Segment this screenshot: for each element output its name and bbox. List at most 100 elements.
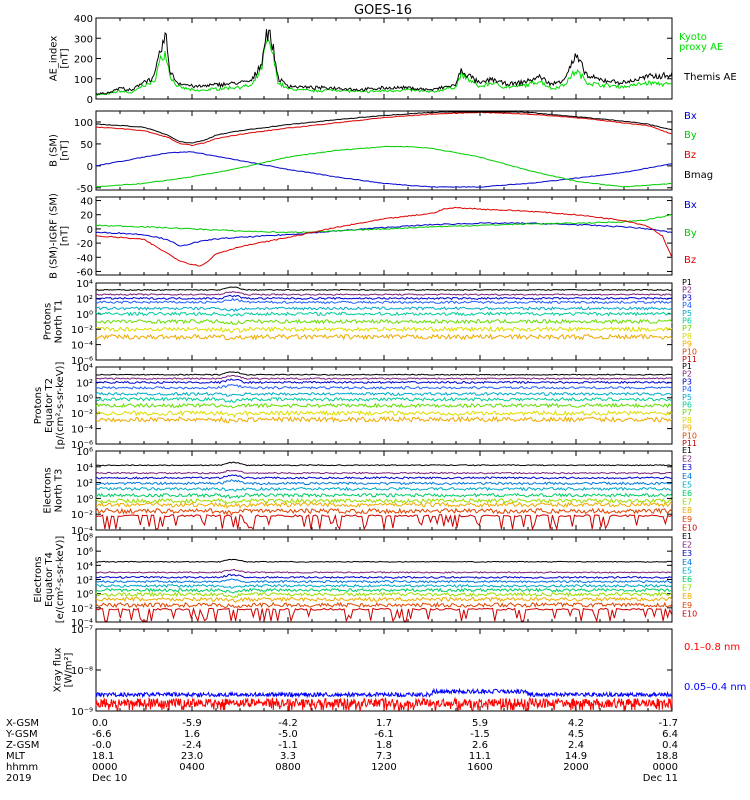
legend-protons-t1-p9: P9 xyxy=(682,340,692,349)
y-axis-label: Equator T4 xyxy=(44,552,55,607)
xray-series-long xyxy=(95,696,673,712)
legend-electrons-t3-e5: E5 xyxy=(682,480,692,489)
row-value-mlt: 14.9 xyxy=(565,751,587,762)
protons-t1-series-p5 xyxy=(95,306,673,313)
y-tick-label: -20 xyxy=(77,239,93,250)
electrons-t4-series-e8 xyxy=(95,596,673,603)
legend-electrons-t3-e1: E1 xyxy=(682,446,692,455)
row-value-mlt: 18.1 xyxy=(92,751,114,762)
bsm-igrf-panel-frame xyxy=(95,196,673,276)
y-tick-label: 10⁰ xyxy=(76,394,93,405)
row-label-mlt: MLT xyxy=(6,751,26,762)
legend-protons-t1-p3: P3 xyxy=(682,293,692,302)
y-tick-label: 10⁶ xyxy=(76,447,93,458)
y-axis-label: Electrons xyxy=(43,467,54,513)
legend-bsm-bx: Bx xyxy=(684,111,697,122)
row-value-z-gsm: 1.8 xyxy=(376,740,392,751)
electrons-t3-series-e10 xyxy=(95,513,673,531)
row-value-hhmm: 0800 xyxy=(275,762,300,773)
bsm-igrf-series-bx xyxy=(95,222,673,247)
y-tick-label: 10⁴ xyxy=(76,279,93,290)
y-axis-label: Protons xyxy=(33,387,44,424)
y-axis-label: [W/m²] xyxy=(64,652,75,687)
legend-bsm-by: By xyxy=(684,130,697,141)
legend-electrons-t4-e1: E1 xyxy=(682,532,692,541)
legend-electrons-t3-e6: E6 xyxy=(682,489,692,498)
y-axis-label: North T1 xyxy=(54,300,65,344)
y-tick-label: 10⁸ xyxy=(76,533,93,544)
date-end-label: Dec 11 xyxy=(643,773,678,784)
legend-electrons-t4-e3: E3 xyxy=(682,549,692,558)
y-tick-label: 10⁰ xyxy=(76,590,93,601)
y-tick-label: 100 xyxy=(74,118,93,129)
protons-t1-series-p2 xyxy=(95,290,673,296)
y-tick-label: 10⁻⁴ xyxy=(71,341,93,352)
row-value-mlt: 7.3 xyxy=(376,751,392,762)
y-axis-label: Xray flux xyxy=(53,648,64,693)
legend-protons-t2-p10: P10 xyxy=(682,431,697,440)
legend-electrons-t3-e7: E7 xyxy=(682,498,692,507)
y-tick-label: -40 xyxy=(77,253,93,264)
protons-t2-series-p1 xyxy=(96,371,672,376)
y-tick-label: 100 xyxy=(74,75,93,86)
legend-protons-t1-p4: P4 xyxy=(682,301,692,310)
y-tick-label: 10⁴ xyxy=(76,363,93,374)
row-value-x-gsm: 1.7 xyxy=(376,718,392,729)
row-value-mlt: 11.1 xyxy=(469,751,491,762)
electrons-t3-series-e6 xyxy=(95,492,673,500)
legend-bsm-igrf-bx: Bx xyxy=(684,200,697,211)
legend-electrons-t3-e10: E10 xyxy=(682,523,697,532)
row-value-z-gsm: -1.1 xyxy=(278,740,298,751)
legend-protons-t2-p4: P4 xyxy=(682,385,692,394)
electrons-t3-series-e4 xyxy=(95,479,673,486)
y-tick-label: 10⁴ xyxy=(76,561,93,572)
legend-electrons-t3-e4: E4 xyxy=(682,472,692,481)
legend-protons-t2-p8: P8 xyxy=(682,416,692,425)
y-tick-label: 300 xyxy=(74,34,93,45)
y-axis-label: B (SM) xyxy=(49,134,60,167)
legend-electrons-t4-e8: E8 xyxy=(682,592,692,601)
y-tick-label: 20 xyxy=(80,211,93,222)
y-axis-label: North T3 xyxy=(54,469,65,513)
row-value-x-gsm: -4.2 xyxy=(278,718,298,729)
electrons-t3-series-e1 xyxy=(95,461,672,467)
y-axis-label: [nT] xyxy=(60,226,71,246)
bsm-igrf-ylabel: B (SM)-IGRF (SM) [nT] xyxy=(49,193,71,279)
legend-protons-t1-p2: P2 xyxy=(682,286,692,295)
chart-title: GOES-16 xyxy=(354,3,412,18)
y-tick-label: 10⁰ xyxy=(76,494,93,505)
row-value-z-gsm: 2.6 xyxy=(472,740,488,751)
y-axis-label: Electrons xyxy=(33,556,44,602)
y-axis-label: [p/(cm²-s-sr-keV)] xyxy=(55,362,66,450)
electrons-t4-ylabel: Electrons Equator T4 [e/(cm²-s-sr-keV)] xyxy=(33,536,66,624)
protons-t1-series-p3 xyxy=(95,294,673,301)
y-tick-label: 10⁰ xyxy=(76,310,93,321)
y-tick-label: -60 xyxy=(77,267,93,278)
bsm-ylabel: B (SM) [nT] xyxy=(49,134,71,167)
legend-protons-t2-p11: P11 xyxy=(682,439,697,448)
y-tick-label: 10⁻⁶ xyxy=(71,440,93,451)
y-tick-label: 0 xyxy=(87,162,93,173)
legend-electrons-t3-e9: E9 xyxy=(682,515,692,524)
electrons-t4-series-e4 xyxy=(95,578,673,584)
legend-kyoto-proxy-ae-2: proxy AE xyxy=(679,42,723,53)
legend-protons-t2-p1: P1 xyxy=(682,362,692,371)
row-value-y-gsm: -5.0 xyxy=(278,729,298,740)
protons-t2-series-p9 xyxy=(95,415,673,424)
y-tick-label: 10⁶ xyxy=(76,547,93,558)
row-value-hhmm: 0000 xyxy=(92,762,117,773)
row-value-y-gsm: 1.6 xyxy=(184,729,200,740)
y-axis-label: [nT] xyxy=(60,140,71,160)
protons-t1-series-p9 xyxy=(95,333,673,341)
legend-protons-t1-p6: P6 xyxy=(682,317,692,326)
y-tick-label: 200 xyxy=(74,55,93,66)
electrons-t4-series-e3 xyxy=(95,573,672,579)
legend-protons-t2-p2: P2 xyxy=(682,370,692,379)
electrons-t3-series-e8 xyxy=(95,501,673,509)
ae-ylabel: AE_index [nT] xyxy=(49,36,71,82)
legend-protons-t1-p11: P11 xyxy=(682,355,697,364)
legend-electrons-t3-e2: E2 xyxy=(682,455,692,464)
y-axis-label: B (SM)-IGRF (SM) xyxy=(49,193,60,279)
y-tick-label: 10² xyxy=(76,479,93,490)
bsm-series-by xyxy=(95,145,673,188)
